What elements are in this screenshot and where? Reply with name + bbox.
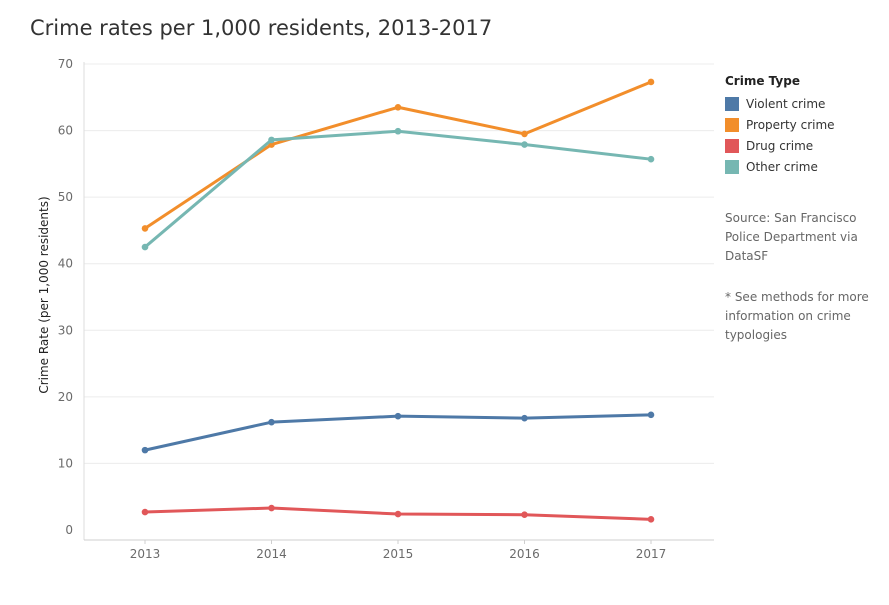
legend-label: Other crime [746, 159, 818, 174]
legend-title: Crime Type [725, 74, 800, 88]
data-point-drug-crime[interactable] [141, 508, 149, 516]
legend-swatch [725, 159, 739, 174]
y-tick-label: 40 [58, 257, 73, 271]
data-point-drug-crime[interactable] [268, 504, 275, 512]
y-tick-label: 20 [58, 390, 73, 404]
legend-label: Violent crime [746, 96, 826, 111]
data-point-drug-crime[interactable] [647, 516, 655, 523]
data-point-other-crime[interactable] [521, 141, 528, 148]
data-point-violent-crime[interactable] [268, 418, 275, 426]
y-tick-label: 10 [58, 456, 73, 470]
x-axis: 2013 2014 2015 2016 2017 [130, 540, 667, 561]
legend-swatch [725, 138, 739, 153]
legend: Crime Type Violent crime Property crime Dr… [725, 74, 835, 177]
series-line-other-crime [143, 129, 653, 249]
series-line-violent-crime [143, 413, 653, 452]
x-tick-label: 2016 [509, 547, 540, 561]
y-axis-label: Crime Rate (per 1,000 residents) [37, 196, 51, 393]
legend-item-property-crime[interactable]: Property crime [725, 114, 835, 135]
data-point-other-crime[interactable] [141, 243, 149, 251]
data-point-other-crime[interactable] [394, 127, 402, 135]
source-note: Source: San Francisco Police Department … [725, 211, 858, 263]
series-line-property-crime [143, 80, 653, 230]
data-point-property-crime[interactable] [521, 130, 528, 138]
data-point-property-crime[interactable] [141, 225, 149, 232]
legend-label: Property crime [746, 117, 835, 132]
legend-item-drug-crime[interactable]: Drug crime [725, 135, 835, 156]
data-point-violent-crime[interactable] [521, 414, 528, 422]
data-point-property-crime[interactable] [394, 103, 402, 111]
y-tick-label: 0 [65, 523, 73, 537]
y-tick-label: 60 [58, 124, 73, 138]
data-point-other-crime[interactable] [268, 136, 275, 144]
data-point-violent-crime[interactable] [394, 412, 402, 420]
methods-note: * See methods for more information on cr… [725, 290, 869, 342]
series-lines [141, 78, 655, 523]
legend-swatch [725, 96, 739, 111]
y-tick-label: 70 [58, 57, 73, 71]
x-tick-label: 2017 [636, 547, 667, 561]
data-point-other-crime[interactable] [647, 155, 655, 163]
data-point-drug-crime[interactable] [394, 510, 402, 518]
y-tick-label: 30 [58, 323, 73, 337]
legend-label: Drug crime [746, 138, 814, 153]
y-tick-label: 50 [58, 190, 73, 204]
chart-title: Crime rates per 1,000 residents, 2013-20… [30, 16, 493, 40]
x-tick-label: 2014 [256, 547, 287, 561]
data-point-drug-crime[interactable] [521, 511, 528, 518]
y-axis-ticks: 0 10 20 30 40 50 60 70 [58, 57, 73, 537]
legend-item-other-crime[interactable]: Other crime [725, 156, 835, 177]
data-point-property-crime[interactable] [647, 78, 655, 86]
data-point-violent-crime[interactable] [141, 446, 149, 454]
legend-swatch [725, 117, 739, 132]
x-tick-label: 2015 [383, 547, 414, 561]
legend-items: Violent crime Property crime Drug crime Oth… [725, 93, 835, 177]
data-point-violent-crime[interactable] [647, 411, 655, 419]
legend-item-violent-crime[interactable]: Violent crime [725, 93, 835, 114]
x-tick-label: 2013 [130, 547, 161, 561]
